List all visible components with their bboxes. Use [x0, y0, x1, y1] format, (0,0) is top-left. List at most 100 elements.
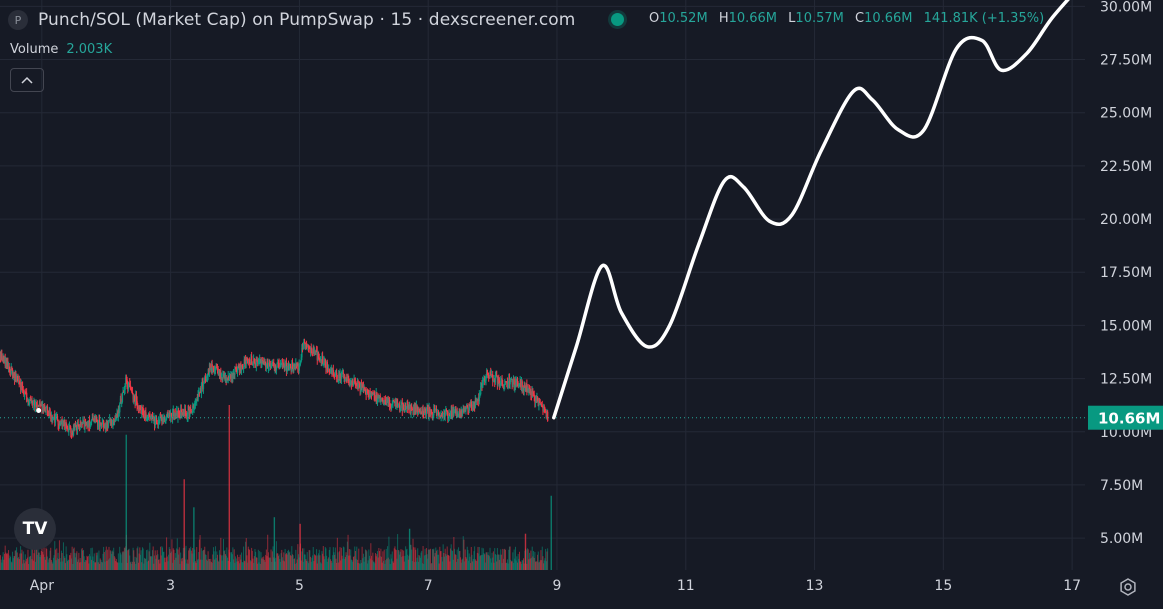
volume-bar: [224, 550, 226, 570]
candle-body: [203, 381, 205, 384]
volume-bar: [413, 547, 415, 570]
candle-body: [216, 368, 219, 370]
candle-body: [304, 340, 306, 343]
candle-body: [297, 363, 299, 370]
volume-bar: [237, 554, 239, 570]
volume-bar: [499, 554, 501, 570]
volume-bar: [139, 547, 141, 570]
candle-body: [48, 413, 50, 415]
volume-bar: [415, 549, 417, 570]
candle-body: [397, 402, 399, 407]
candle-body: [189, 409, 191, 415]
volume-bar: [358, 563, 360, 570]
volume-bar: [63, 556, 65, 570]
candle-body: [431, 413, 434, 416]
y-tick-label: 22.50M: [1100, 159, 1152, 175]
volume-bar: [314, 555, 316, 570]
candle-body: [245, 359, 247, 364]
market-status-dot[interactable]: [611, 13, 624, 26]
volume-bar: [343, 547, 345, 570]
y-tick-label: 27.50M: [1100, 53, 1152, 69]
volume-bar: [470, 563, 472, 570]
candle-body: [91, 420, 93, 422]
volume-bar: [488, 556, 490, 570]
volume-bar: [197, 559, 199, 570]
candle-body: [370, 394, 373, 396]
candle-body: [480, 385, 483, 387]
volume-bar: [49, 550, 51, 570]
candle-body: [205, 378, 207, 380]
candle-body: [517, 383, 519, 387]
candle-body: [89, 420, 91, 428]
candle-body: [425, 409, 427, 415]
candle-body: [355, 385, 357, 387]
candle-body: [254, 362, 256, 364]
candle-body: [320, 359, 322, 364]
volume-bar: [305, 559, 307, 570]
candle-body: [389, 405, 391, 407]
volume-bar: [535, 561, 537, 570]
volume-bar: [301, 551, 303, 570]
candle-body: [172, 410, 174, 413]
candle-body: [312, 352, 314, 354]
volume-bar: [446, 555, 448, 570]
volume-bar: [414, 547, 416, 570]
candle-body: [133, 396, 135, 400]
candle-body: [322, 356, 324, 365]
candle-body: [109, 419, 111, 421]
candle-body: [196, 398, 198, 402]
candle-body: [367, 391, 369, 395]
volume-bar: [116, 562, 118, 570]
volume-bar: [291, 554, 293, 570]
candle-body: [88, 420, 90, 428]
volume-bar: [295, 562, 297, 570]
candle-body: [184, 409, 187, 415]
volume-bar: [427, 558, 429, 570]
candle-body: [85, 424, 87, 426]
candle-body: [208, 364, 211, 374]
volume-bar: [400, 549, 402, 570]
volume-bar: [77, 561, 79, 570]
candle-body: [206, 376, 208, 380]
candle-body: [494, 379, 496, 383]
candle-body: [484, 376, 486, 383]
collapse-legend-button[interactable]: [10, 68, 44, 92]
volume-bar: [245, 541, 247, 570]
volume-bar: [269, 557, 271, 570]
candle-body: [466, 405, 468, 409]
volume-bar: [371, 560, 373, 570]
tradingview-logo[interactable]: TV: [14, 508, 56, 550]
volume-bar: [428, 549, 430, 570]
candle-body: [379, 395, 381, 402]
candle-body: [383, 401, 385, 403]
volume-bar: [493, 562, 495, 570]
candle-body: [70, 428, 72, 433]
volume-bar: [544, 558, 546, 570]
volume-bar: [389, 563, 391, 570]
chart-title[interactable]: Punch/SOL (Market Cap) on PumpSwap · 15 …: [38, 10, 576, 30]
volume-bar: [426, 554, 428, 570]
candle-body: [287, 363, 290, 368]
candle-body: [534, 396, 536, 403]
symbol-badge[interactable]: P: [8, 10, 28, 30]
volume-bar: [456, 549, 458, 570]
settings-button[interactable]: [1116, 575, 1140, 599]
volume-bar: [348, 555, 350, 570]
candle-body: [102, 420, 104, 422]
volume-bar: [264, 561, 266, 570]
candle-body: [198, 392, 201, 394]
volume-bar: [141, 562, 143, 570]
candle-body: [104, 427, 106, 429]
candle-body: [96, 419, 98, 421]
volume-bar: [340, 560, 342, 570]
candle-body: [415, 407, 417, 411]
volume-bar: [32, 548, 34, 570]
volume-bar: [122, 551, 124, 570]
candle-body: [516, 378, 518, 386]
candle-body: [156, 423, 158, 425]
candle-body: [235, 368, 237, 370]
volume-bar: [258, 562, 260, 570]
volume-bar: [115, 561, 117, 570]
